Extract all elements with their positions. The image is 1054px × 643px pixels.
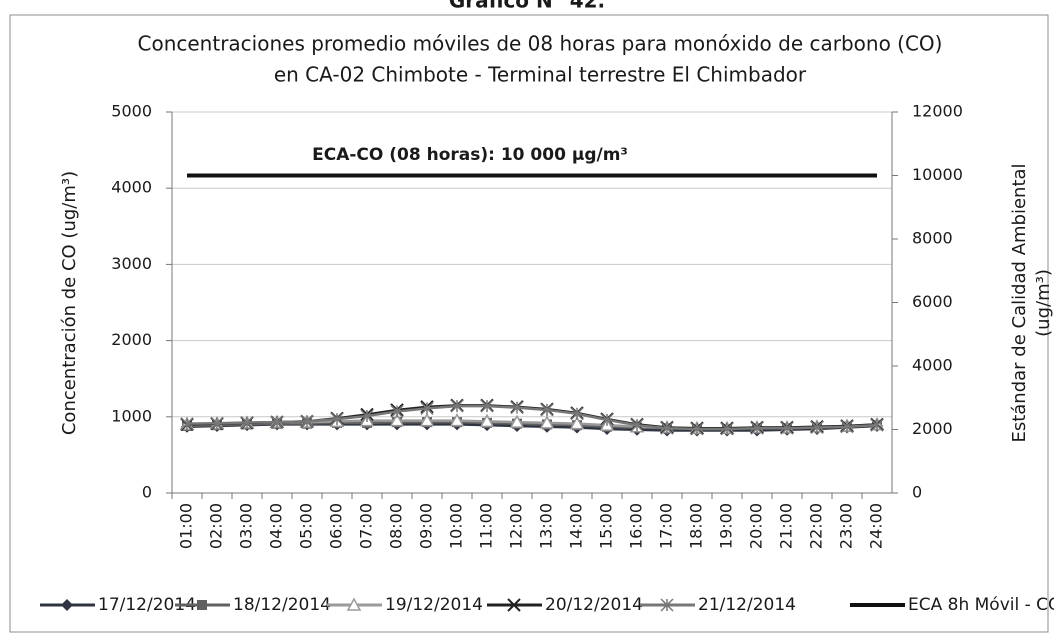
legend-label: 21/12/2014 (698, 595, 796, 615)
legend-marker (197, 600, 207, 610)
x-tick-label: 20:00 (747, 503, 766, 549)
legend-label: 17/12/2014 (98, 595, 196, 615)
y-tick-label: 5000 (111, 102, 152, 121)
data-point (389, 413, 405, 427)
x-tick-label: 04:00 (267, 503, 286, 549)
y2-tick-label: 0 (912, 483, 922, 502)
data-point (690, 422, 704, 436)
data-point (240, 415, 254, 430)
y2-tick-label: 6000 (912, 292, 953, 311)
data-point (780, 421, 794, 435)
data-point (720, 422, 734, 436)
data-point (570, 407, 584, 421)
y2-tick-label: 2000 (912, 419, 953, 438)
data-point (510, 401, 524, 415)
y-tick-label: 4000 (111, 178, 152, 197)
data-point (870, 418, 884, 432)
data-point (449, 413, 465, 427)
x-tick-label: 10:00 (447, 503, 466, 549)
y-tick-label: 0 (142, 483, 152, 502)
data-point (660, 421, 674, 435)
data-point (600, 413, 614, 427)
data-point (810, 420, 824, 434)
data-point (180, 417, 194, 431)
x-tick-label: 22:00 (807, 503, 826, 549)
x-tick-label: 16:00 (627, 503, 646, 549)
data-point (300, 414, 314, 428)
data-point (270, 415, 284, 429)
x-tick-label: 14:00 (567, 503, 586, 549)
data-point (509, 414, 525, 428)
x-tick-label: 02:00 (207, 503, 226, 549)
data-point (419, 413, 435, 427)
data-point (630, 418, 644, 432)
x-tick-label: 05:00 (297, 503, 316, 549)
legend-label: 18/12/2014 (233, 595, 331, 615)
legend-marker (660, 598, 674, 612)
y2-tick-label: 8000 (912, 229, 953, 248)
y2-tick-label: 12000 (912, 102, 963, 121)
x-tick-label: 19:00 (717, 503, 736, 549)
x-tick-label: 17:00 (657, 503, 676, 549)
x-tick-label: 03:00 (237, 503, 256, 549)
chart-frame (9, 14, 1049, 633)
x-tick-label: 09:00 (417, 503, 436, 549)
y-axis-label: Concentración de CO (ug/m³) (59, 171, 80, 435)
y-tick-label: 3000 (111, 254, 152, 273)
data-point (479, 413, 495, 428)
data-point (390, 404, 404, 418)
y-tick-label: 1000 (111, 406, 152, 425)
x-tick-label: 24:00 (867, 503, 886, 549)
x-tick-label: 15:00 (597, 503, 616, 549)
legend-label: ECA 8h Móvil - CO (908, 595, 1054, 615)
x-tick-label: 08:00 (387, 503, 406, 549)
x-tick-label: 13:00 (537, 503, 556, 549)
data-point (840, 420, 854, 434)
data-point (210, 416, 224, 430)
x-tick-label: 11:00 (477, 503, 496, 549)
x-tick-label: 18:00 (687, 503, 706, 549)
y-tick-label: 2000 (111, 330, 152, 349)
data-point (569, 416, 585, 430)
data-point (330, 412, 344, 426)
x-tick-label: 21:00 (777, 503, 796, 549)
legend-label: 19/12/2014 (385, 595, 483, 615)
legend-marker (507, 598, 521, 612)
x-tick-label: 01:00 (177, 503, 196, 549)
data-point (360, 409, 374, 423)
x-tick-label: 23:00 (837, 503, 856, 549)
y2-axis-label: Estándar de Calidad Ambiental (1009, 163, 1030, 442)
data-point (420, 401, 434, 415)
x-tick-label: 06:00 (327, 503, 346, 549)
x-tick-label: 07:00 (357, 503, 376, 549)
annotation: ECA-CO (08 horas): 10 000 µg/m³ (312, 145, 628, 165)
data-point (750, 421, 764, 435)
data-point (480, 399, 494, 413)
chart-title: en CA-02 Chimbote - Terminal terrestre E… (274, 63, 807, 87)
y2-tick-label: 10000 (912, 165, 963, 184)
series-line (186, 404, 878, 431)
chart-title: Concentraciones promedio móviles de 08 h… (138, 32, 943, 56)
heading: Gráfico N° 42. (449, 0, 605, 13)
y2-axis-label: (ug/m³) (1033, 269, 1054, 337)
legend-label: 20/12/2014 (545, 595, 643, 615)
x-tick-label: 12:00 (507, 503, 526, 549)
data-point (450, 399, 464, 413)
legend-marker (61, 599, 73, 611)
data-point (540, 403, 554, 417)
data-point (539, 415, 555, 429)
legend-marker (346, 597, 362, 611)
y2-tick-label: 4000 (912, 356, 953, 375)
